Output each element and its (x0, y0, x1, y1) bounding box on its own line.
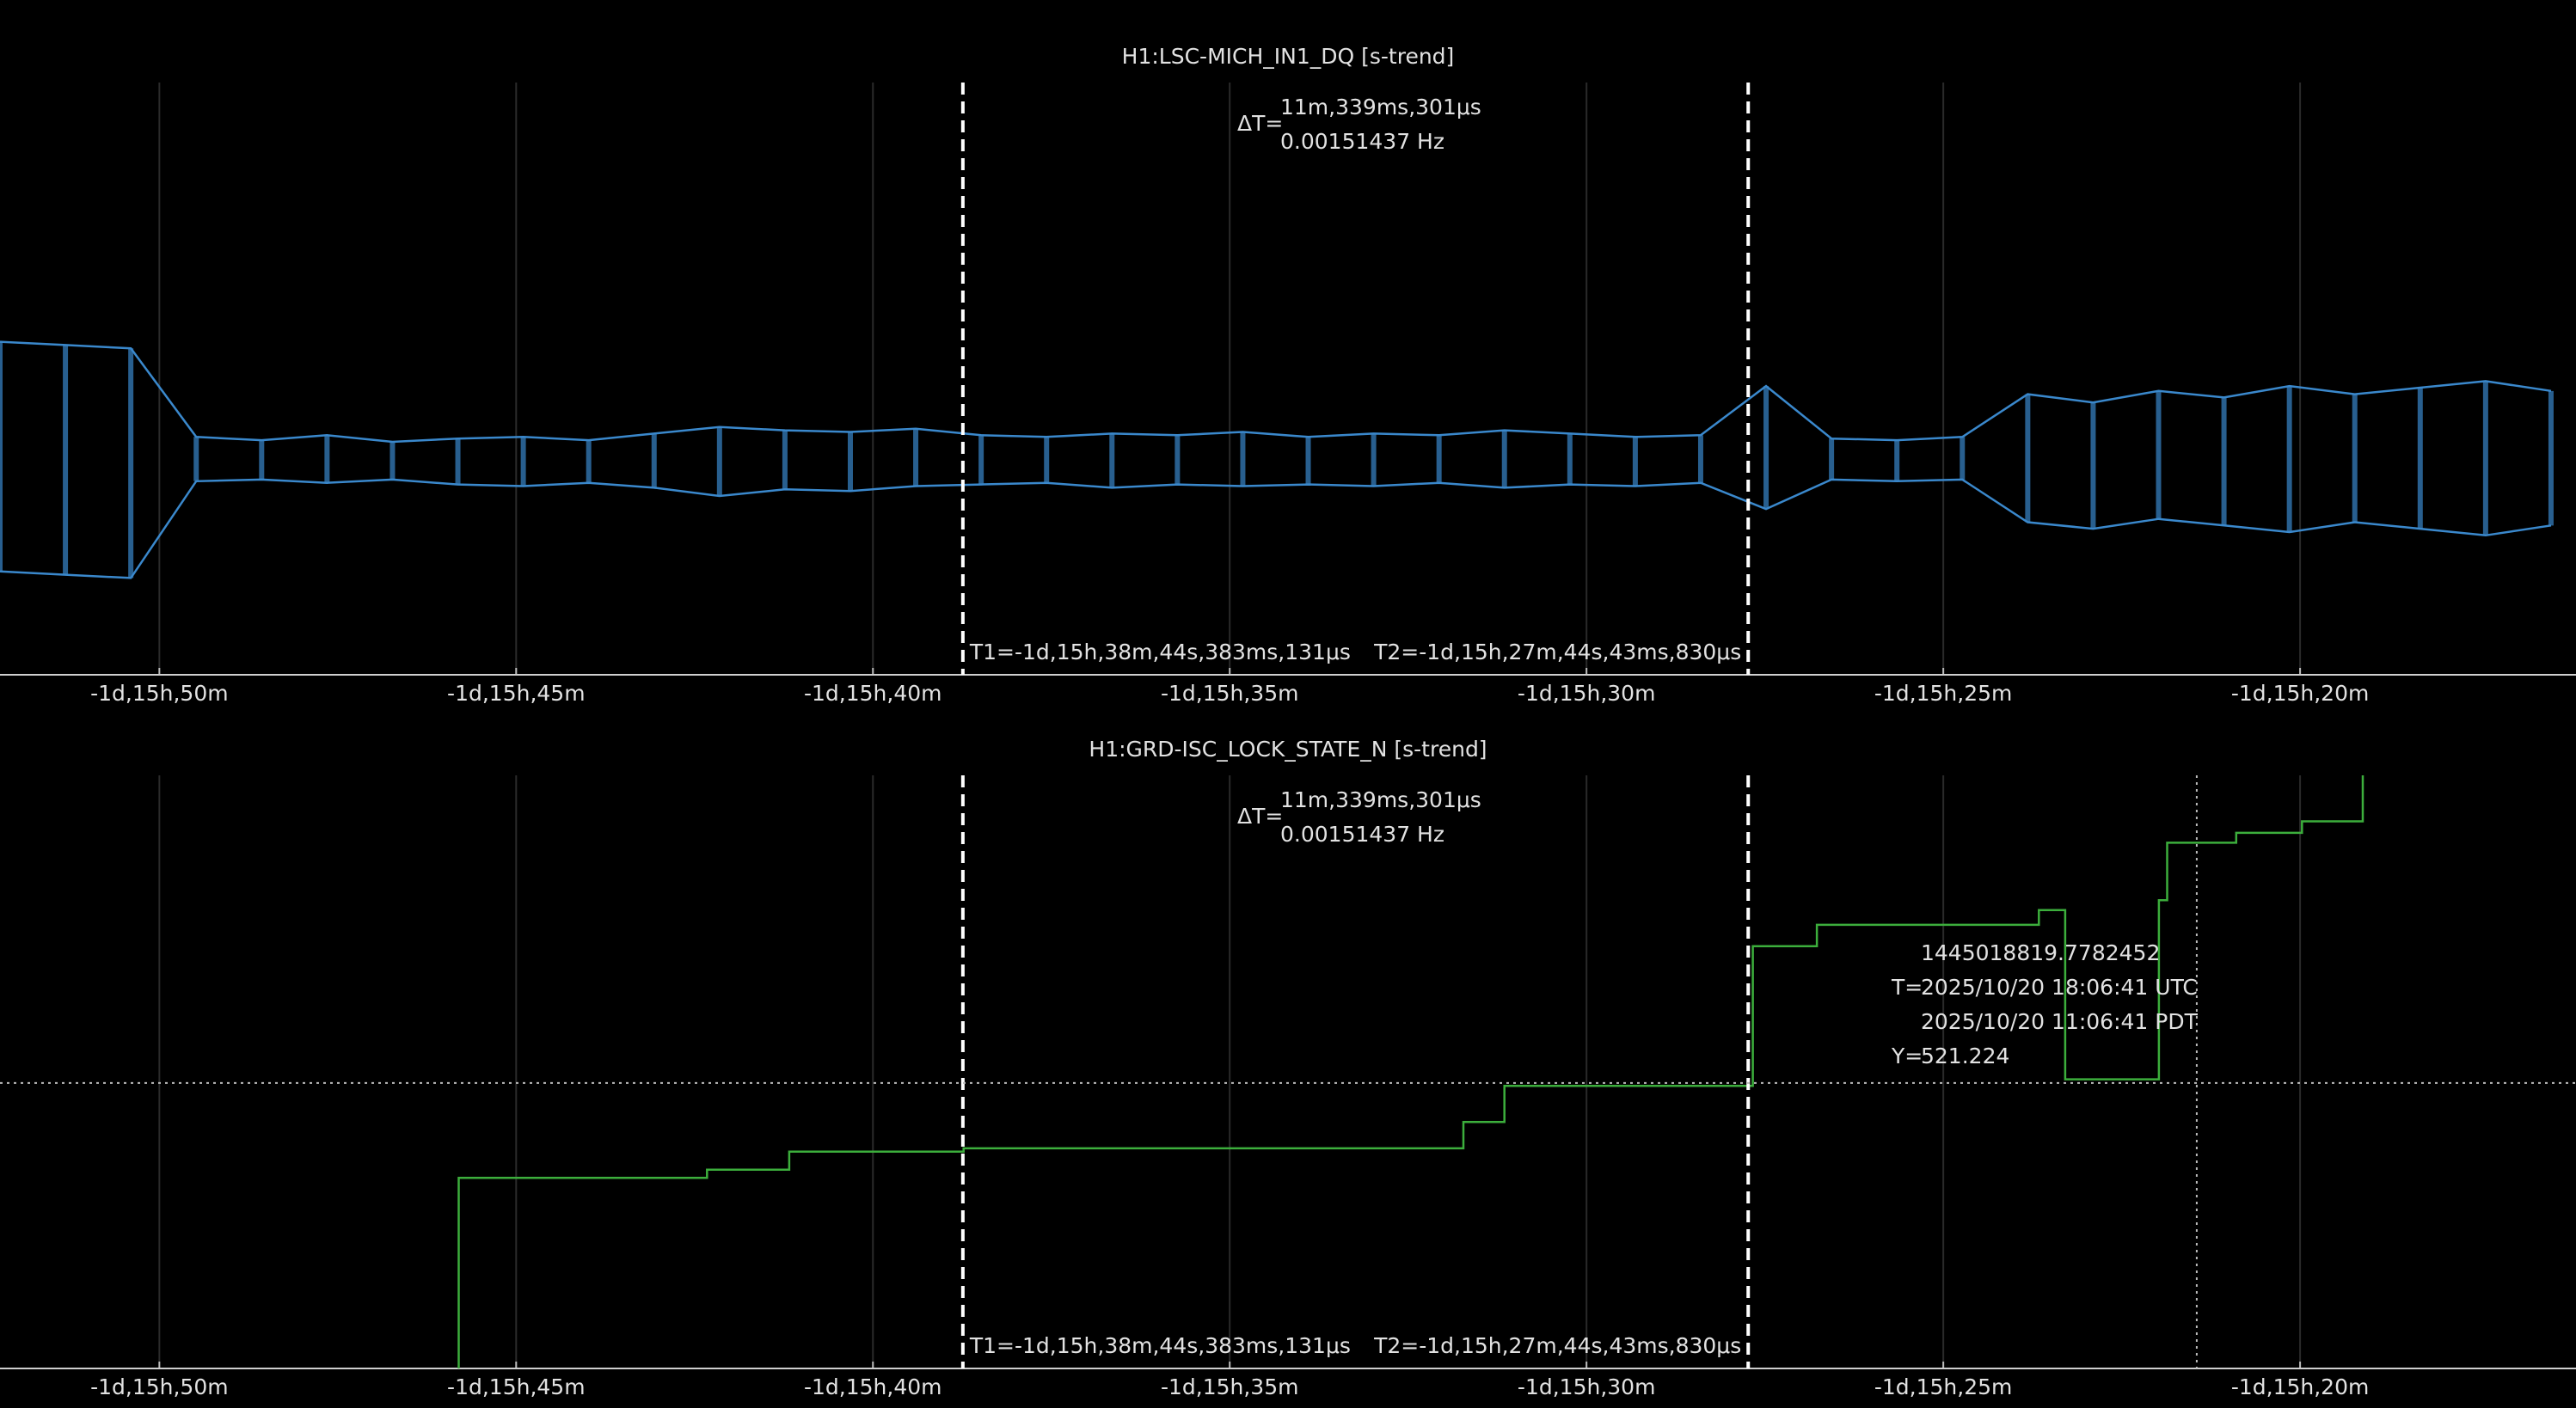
x-tick-label: -1d,15h,35m (1161, 681, 1299, 706)
plot-title: H1:GRD-ISC_LOCK_STATE_N [s-trend] (1089, 737, 1487, 762)
cursor-label: T2=-1d,15h,27m,44s,43ms,830μs (1373, 640, 1741, 664)
delta-frequency: 0.00151437 Hz (1280, 822, 1444, 847)
x-tick-label: -1d,15h,30m (1518, 1374, 1656, 1399)
crosshair-t-prefix: T= (1891, 975, 1923, 1000)
cursor-label: T1=-1d,15h,38m,44s,383ms,131μs (969, 1333, 1351, 1358)
delta-time: 11m,339ms,301μs (1280, 95, 1481, 119)
x-tick-label: -1d,15h,45m (447, 1374, 586, 1399)
x-tick-label: -1d,15h,50m (90, 681, 229, 706)
x-tick-label: -1d,15h,25m (1874, 681, 2013, 706)
x-tick-label: -1d,15h,35m (1161, 1374, 1299, 1399)
trace (0, 340, 2552, 444)
x-tick-label: -1d,15h,30m (1518, 681, 1656, 706)
cursor-label: T1=-1d,15h,38m,44s,383ms,131μs (969, 640, 1351, 664)
x-tick-label: -1d,15h,40m (804, 681, 942, 706)
plot-title: H1:LSC-MICH_IN1_DQ [s-trend] (1122, 44, 1455, 69)
x-tick-label: -1d,15h,25m (1874, 1374, 2013, 1399)
trace (0, 478, 2552, 579)
crosshair-y-prefix: Y= (1891, 1044, 1923, 1068)
crosshair-y: 521.224 (1921, 1044, 2009, 1068)
x-tick-label: -1d,15h,20m (2231, 681, 2370, 706)
x-tick-label: -1d,15h,45m (447, 681, 586, 706)
cursor-label: T2=-1d,15h,27m,44s,43ms,830μs (1373, 1333, 1741, 1358)
delta-time: 11m,339ms,301μs (1280, 787, 1481, 812)
x-tick-label: -1d,15h,40m (804, 1374, 942, 1399)
delta-prefix: ΔT= (1237, 111, 1283, 136)
x-tick-label: -1d,15h,20m (2231, 1374, 2370, 1399)
trace (457, 775, 2364, 1368)
x-tick-label: -1d,15h,50m (90, 1374, 229, 1399)
delta-frequency: 0.00151437 Hz (1280, 129, 1444, 154)
delta-prefix: ΔT= (1237, 804, 1283, 829)
crosshair-pdt: 2025/10/20 11:06:41 PDT (1921, 1009, 2199, 1034)
crosshair-gps: 1445018819.7782452 (1921, 940, 2160, 965)
crosshair-utc: 2025/10/20 18:06:41 UTC (1921, 975, 2198, 1000)
